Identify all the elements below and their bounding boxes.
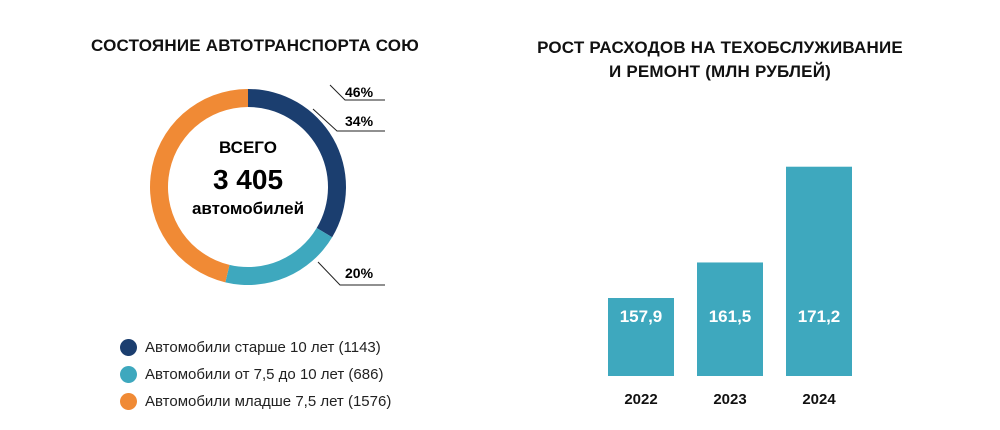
donut-center-total: 3 405 — [213, 164, 283, 195]
bar-value-label: 171,2 — [798, 307, 841, 326]
leader-line-2 — [329, 84, 385, 101]
bar-category-label: 2023 — [713, 391, 746, 408]
legend-swatch — [120, 393, 137, 410]
legend-label: Автомобили старше 10 лет (1143) — [145, 339, 381, 356]
legend-swatch — [120, 339, 137, 356]
legend-item: Автомобили от 7,5 до 10 лет (686) — [120, 361, 391, 388]
donut-legend: Автомобили старше 10 лет (1143) Автомобил… — [120, 334, 391, 415]
legend-item: Автомобили старше 10 лет (1143) — [120, 334, 391, 361]
donut-chart — [150, 89, 346, 286]
leader-line-0 — [312, 108, 385, 132]
legend-label: Автомобили младше 7,5 лет (1576) — [145, 393, 392, 410]
donut-slice-2 — [150, 89, 248, 283]
bar-chart-title: РОСТ РАСХОДОВ НА ТЕХОБСЛУЖИВАНИЕ И РЕМОН… — [500, 36, 940, 84]
bar-2024 — [786, 166, 852, 376]
donut-chart-title: СОСТОЯНИЕ АВТОТРАНСПОРТА СОЮ — [91, 36, 419, 55]
donut-label-leaders: 46% 34% 20% — [312, 84, 385, 286]
donut-slice-0 — [248, 89, 346, 238]
bar-2022 — [608, 298, 674, 376]
bar-category-label: 2022 — [624, 391, 657, 408]
donut-center-unit: автомобилей — [192, 199, 304, 218]
donut-percent-label: 34% — [345, 113, 374, 129]
bar-value-label: 161,5 — [709, 307, 752, 326]
donut-percent-label: 46% — [345, 84, 374, 100]
donut-percent-label: 20% — [345, 265, 374, 281]
donut-center-caption: ВСЕГО — [219, 138, 277, 157]
bar-chart: 157,9 2022 161,5 2023 171,2 2024 — [608, 166, 852, 408]
legend-label: Автомобили от 7,5 до 10 лет (686) — [145, 366, 384, 383]
donut-slice-1 — [225, 228, 333, 286]
bar-2023 — [697, 262, 763, 376]
bar-value-label: 157,9 — [620, 307, 663, 326]
bar-chart-title-line1: РОСТ РАСХОДОВ НА ТЕХОБСЛУЖИВАНИЕ — [537, 38, 903, 57]
legend-item: Автомобили младше 7,5 лет (1576) — [120, 388, 391, 415]
bar-category-label: 2024 — [802, 391, 836, 408]
bar-chart-title-line2: И РЕМОНТ (МЛН РУБЛЕЙ) — [609, 62, 831, 81]
legend-swatch — [120, 366, 137, 383]
leader-line-1 — [317, 261, 385, 286]
